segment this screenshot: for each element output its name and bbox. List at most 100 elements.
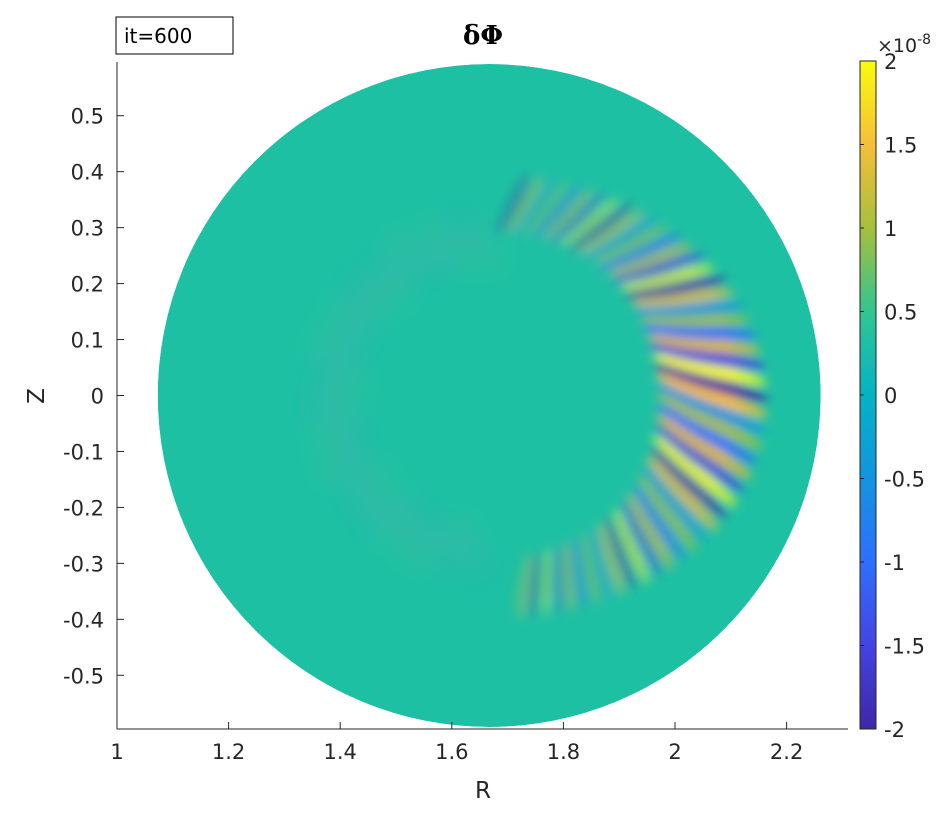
wave-crest	[516, 552, 535, 620]
wave-blob	[404, 516, 423, 535]
y-tick-label: -0.3	[63, 552, 104, 576]
wave-trough	[605, 516, 637, 590]
wave-crest	[651, 354, 768, 385]
wave-blob	[335, 302, 354, 321]
wave-crest	[639, 313, 750, 328]
wave-pattern	[497, 173, 769, 620]
wave-blob	[388, 260, 407, 279]
wave-blob	[349, 301, 368, 320]
wave-blob	[381, 507, 400, 526]
colorbar-tick-label: 0.5	[884, 301, 917, 325]
wave-crest	[580, 532, 600, 606]
wave-pattern-soft	[307, 215, 499, 578]
wave-crest	[539, 547, 555, 617]
wave-crest	[631, 288, 734, 307]
wave-trough	[497, 173, 532, 235]
wave-crest	[646, 334, 761, 355]
colorbar-tick-label: -1	[884, 551, 905, 575]
wave-trough	[568, 203, 633, 251]
wave-blob	[362, 301, 381, 320]
y-tick-label: -0.1	[63, 440, 104, 464]
colorbar-ticks: 2 1.5 1 0.5 0 -0.5 -1 -1.5 -2	[860, 50, 925, 742]
wave-trough	[599, 233, 683, 271]
wave-blob	[359, 278, 378, 297]
wave-crest	[613, 508, 650, 585]
wave-crest	[620, 265, 715, 291]
colorbar-multiplier: ×10-8	[877, 32, 931, 57]
wave-trough	[656, 384, 766, 433]
wave-blob	[339, 477, 358, 496]
iteration-annotation: it=600	[115, 16, 234, 55]
wave-blob	[363, 481, 382, 500]
wave-blob	[307, 395, 326, 414]
wave-blob	[357, 509, 376, 528]
wave-trough	[620, 501, 661, 576]
colorbar-multiplier-exponent: -8	[917, 32, 931, 48]
wave-crest	[525, 181, 569, 237]
wave-trough	[633, 485, 685, 560]
axes: 1 1.2 1.4 1.6 1.8 2 2.2 0.5 0.4 0.3 0.2 0.1 0 -0.1 -0…	[63, 62, 848, 764]
colorbar-tick-label: 0	[884, 384, 897, 408]
wave-crest	[543, 188, 594, 241]
x-tick-label: 2	[668, 740, 681, 764]
y-tick-label: 0	[91, 385, 104, 409]
wave-crest	[656, 394, 763, 449]
x-tick-label: 1.8	[547, 740, 580, 764]
x-tick-label: 1.6	[435, 740, 468, 764]
y-tick-label: 0.3	[71, 217, 104, 241]
y-ticks: 0.5 0.4 0.3 0.2 0.1 0 -0.1 -0.2 -0.3 -0.4 -0.5	[63, 105, 124, 688]
wave-crest	[637, 474, 697, 552]
wave-crest	[597, 521, 625, 597]
wave-blob	[329, 328, 348, 347]
colorbar-tick-label: -0.5	[884, 468, 925, 492]
wave-trough	[534, 184, 582, 239]
y-tick-label: 0.4	[71, 161, 104, 185]
wave-blob	[359, 494, 378, 513]
wave-blob	[316, 421, 335, 440]
potential-field-disc	[157, 64, 821, 727]
wave-crest	[626, 492, 674, 570]
x-tick-label: 2.2	[770, 740, 803, 764]
wave-crest	[593, 225, 669, 265]
wave-blob	[345, 277, 364, 296]
wave-blob	[404, 503, 423, 522]
colorbar-tick-label: 1	[884, 217, 897, 241]
y-axis-label: Z	[24, 388, 50, 404]
wave-blob	[315, 332, 334, 351]
colorbar-tick-label: -1.5	[884, 635, 925, 659]
wave-crest	[655, 414, 753, 479]
wave-blob	[356, 323, 375, 342]
wave-blob	[381, 522, 400, 541]
y-tick-label: 0.1	[71, 329, 104, 353]
wave-blob	[373, 280, 392, 299]
wave-crest	[652, 435, 737, 507]
x-axis-label: R	[475, 778, 491, 804]
wave-crest	[561, 198, 620, 247]
x-ticks: 1 1.2 1.4 1.6 1.8 2 2.2	[110, 722, 803, 764]
wave-blob	[436, 548, 455, 567]
colorbar-tick-label: -2	[884, 718, 905, 742]
x-tick-label: 1.4	[324, 740, 357, 764]
wave-blob	[428, 227, 447, 246]
wave-trough	[589, 528, 612, 601]
wave-trough	[515, 177, 557, 236]
colorbar: 2 1.5 1 0.5 0 -0.5 -1 -1.5 -2 ×10-8	[859, 32, 931, 742]
wave-trough	[650, 446, 727, 518]
wave-trough	[612, 253, 706, 284]
chart-title: δΦ	[463, 21, 503, 51]
wave-blob	[314, 360, 333, 379]
wave-trough	[653, 364, 769, 402]
wave-blob	[471, 559, 490, 578]
wave-trough	[642, 324, 758, 341]
wave-crest	[608, 243, 693, 277]
colorbar-multiplier-base: ×10	[877, 35, 917, 57]
y-tick-label: -0.2	[63, 496, 104, 520]
y-tick-label: -0.5	[63, 664, 104, 688]
wave-blob	[406, 530, 425, 549]
wave-crest	[646, 455, 719, 531]
wave-trough	[624, 276, 727, 299]
wave-trough	[584, 217, 658, 260]
x-tick-label: 1	[110, 740, 123, 764]
wave-blob	[409, 544, 428, 563]
